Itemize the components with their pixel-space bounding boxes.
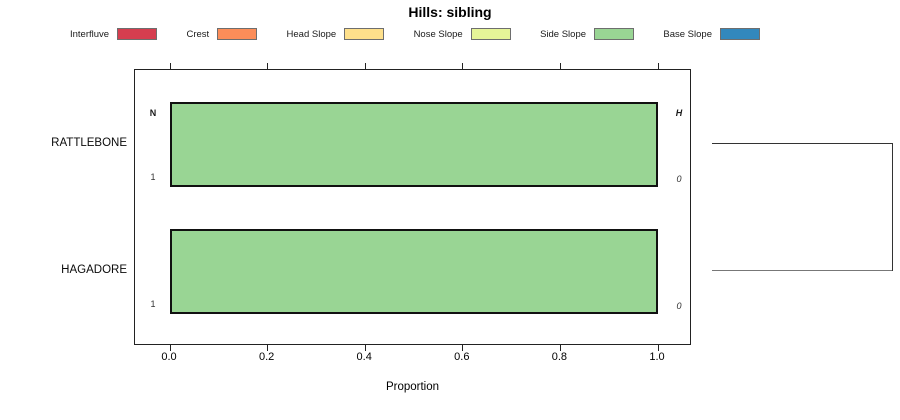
category-label: HAGADORE [61, 263, 127, 276]
dendrogram-join-line [892, 143, 893, 271]
axis-tick-top [657, 63, 659, 70]
legend-swatch-icon [470, 28, 511, 40]
x-tick-label: 1.0 [649, 351, 665, 363]
legend-swatch-icon [719, 28, 760, 40]
x-tick-label: 0.2 [258, 351, 275, 363]
legend-item-2: Head Slope [287, 28, 385, 40]
legend-label: Crest [186, 28, 210, 40]
legend-swatch-icon [117, 28, 158, 40]
legend-item-3: Nose Slope [414, 28, 511, 40]
plot-area: N H 1 0 1 0 [134, 63, 691, 351]
legend-item-0: Interfluve [70, 28, 158, 40]
h-column-header: H [675, 108, 683, 118]
legend-label: Head Slope [286, 28, 337, 40]
legend-item-4: Side Slope [540, 28, 635, 40]
axis-tick-bottom [657, 344, 659, 351]
axis-tick-top [559, 63, 561, 70]
axis-tick-top [169, 63, 171, 70]
legend-label: Interfluve [70, 28, 110, 40]
legend-label: Side Slope [540, 28, 587, 40]
bar-segment-side-slope [172, 231, 656, 312]
n-value: 1 [150, 172, 156, 182]
h-value: 0 [676, 301, 682, 311]
legend: Interfluve Crest Head Slope Nose Slope Side … [70, 26, 760, 42]
category-label: RATTLEBONE [51, 136, 127, 149]
axis-tick-bottom [169, 344, 171, 351]
legend-swatch-icon [344, 28, 385, 40]
x-tick-label: 0.6 [454, 351, 470, 363]
axis-tick-bottom [364, 344, 366, 351]
legend-swatch-icon [594, 28, 635, 40]
proportion-bar [170, 102, 658, 187]
legend-swatch-icon [217, 28, 258, 40]
h-value: 0 [676, 174, 682, 184]
axis-tick-bottom [559, 344, 561, 351]
legend-item-1: Crest [186, 28, 258, 40]
x-tick-label: 0.0 [161, 351, 177, 363]
n-value: 1 [150, 299, 156, 309]
axis-tick-bottom [462, 344, 464, 351]
chart-title: Hills: sibling [408, 4, 492, 20]
axis-tick-top [462, 63, 464, 70]
dendrogram-leaf-line-top [712, 143, 893, 144]
n-column-header: N [149, 108, 157, 118]
x-tick-label: 0.8 [551, 351, 568, 363]
axis-tick-top [267, 63, 269, 70]
x-tick-label: 0.4 [356, 351, 372, 363]
bar-segment-side-slope [172, 104, 656, 185]
dendrogram-leaf-line-bottom [712, 270, 893, 271]
proportion-bar [170, 229, 658, 314]
axis-tick-top [364, 63, 366, 70]
legend-item-5: Base Slope [663, 28, 760, 40]
legend-label: Base Slope [663, 28, 712, 40]
axis-tick-bottom [267, 344, 269, 351]
x-axis-title: Proportion [385, 381, 440, 393]
legend-label: Nose Slope [413, 28, 463, 40]
